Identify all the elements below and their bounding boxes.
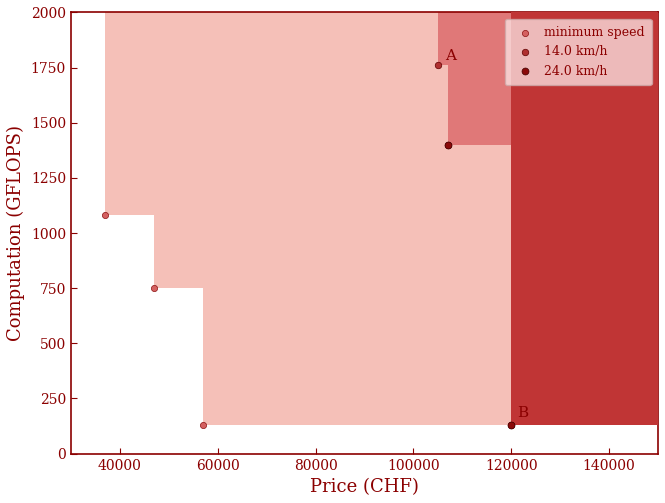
Polygon shape: [203, 13, 658, 425]
Y-axis label: Computation (GFLOPS): Computation (GFLOPS): [7, 125, 25, 341]
X-axis label: Price (CHF): Price (CHF): [310, 478, 419, 496]
Point: [198, 421, 208, 429]
Point: [149, 284, 160, 292]
Point: [100, 211, 110, 219]
Point: [506, 421, 517, 429]
Point: [432, 61, 443, 69]
Text: B: B: [517, 405, 528, 420]
Text: A: A: [445, 49, 456, 63]
Point: [442, 141, 453, 149]
Legend: minimum speed, 14.0 km/h, 24.0 km/h: minimum speed, 14.0 km/h, 24.0 km/h: [505, 19, 652, 85]
Polygon shape: [105, 13, 658, 425]
Point: [506, 421, 517, 429]
Polygon shape: [477, 13, 658, 425]
Point: [442, 141, 453, 149]
